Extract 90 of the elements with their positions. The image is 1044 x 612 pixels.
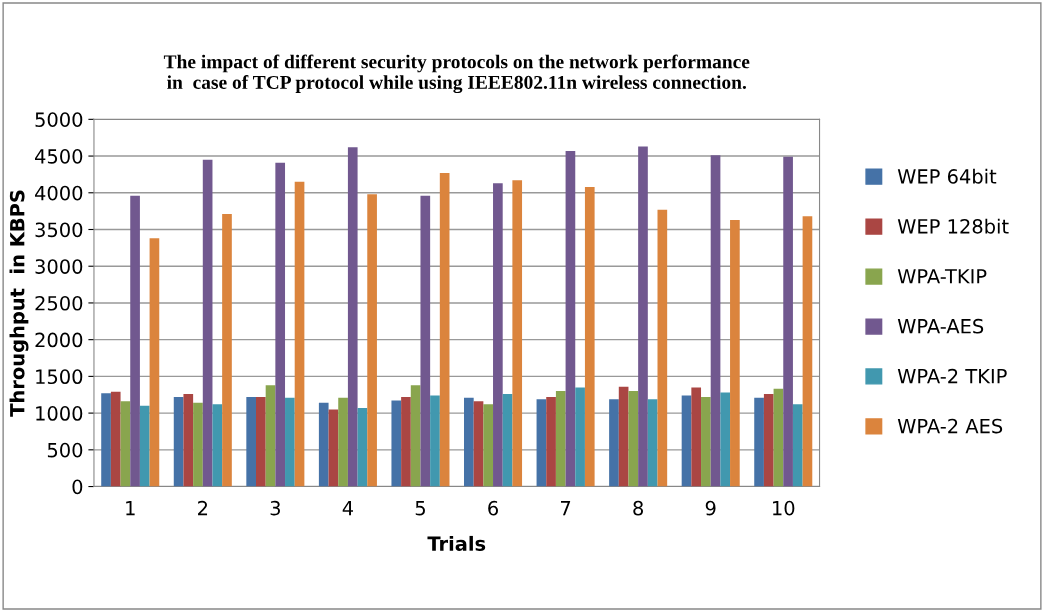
bar [691, 387, 702, 487]
chart-title: The impact of different security protocols on the network performance in case of TCP protocol while using IEEE802.11n wireless connection. [163, 54, 750, 94]
bar [183, 394, 194, 487]
bar [202, 159, 213, 487]
bar [464, 397, 474, 487]
bar [401, 396, 411, 487]
legend-label: WEP 64bit [897, 168, 997, 184]
bar [565, 150, 576, 487]
bar [512, 180, 523, 487]
x-tick-label: 8 [633, 500, 643, 516]
bar [555, 391, 566, 487]
bar [638, 146, 648, 487]
legend-label: WEP 128bit [897, 218, 1009, 234]
bar [294, 181, 305, 487]
bar [130, 195, 140, 487]
bar [657, 209, 668, 487]
legend-label: WPA-AES [897, 318, 984, 334]
bar [110, 391, 121, 487]
y-tick-label: 2000 [35, 332, 83, 348]
bar [584, 186, 595, 487]
y-tick-label: 500 [47, 442, 83, 458]
bar [783, 156, 793, 487]
bar [139, 405, 150, 487]
x-tick-label: 3 [270, 500, 280, 516]
bar [720, 392, 731, 487]
y-axis-title: Throughput in KBPS [9, 190, 29, 417]
bar [430, 395, 440, 487]
bar [265, 385, 276, 487]
bar [357, 407, 368, 487]
bar [473, 401, 484, 487]
x-axis-title: Trials [427, 535, 486, 551]
bar [173, 396, 184, 487]
x-tick-label: 6 [488, 500, 498, 516]
bar [275, 162, 286, 487]
bar [802, 216, 813, 487]
bar [212, 404, 223, 487]
bar [149, 238, 160, 487]
bar [730, 219, 740, 487]
bar [628, 391, 639, 487]
bar [792, 404, 803, 487]
bar [773, 388, 784, 487]
bar [647, 399, 658, 487]
bar [193, 402, 203, 487]
bar [710, 155, 721, 487]
bar [367, 194, 377, 487]
x-tick-label: 9 [705, 500, 716, 516]
bar [681, 395, 692, 487]
bar [763, 394, 774, 487]
y-tick-label: 4000 [35, 185, 83, 201]
bar [347, 147, 358, 487]
y-tick-label: 1000 [36, 406, 83, 421]
bar [618, 386, 629, 487]
bar [338, 397, 348, 487]
legend-label: WPA-2 AES [897, 418, 1003, 434]
x-tick-label: 1 [126, 501, 135, 516]
y-tick-label: 2500 [35, 295, 83, 311]
x-tick-label: 7 [561, 501, 571, 516]
bar [391, 400, 402, 487]
bar [101, 393, 111, 487]
bar [328, 409, 339, 487]
y-tick-label: 5000 [35, 112, 83, 127]
bar [256, 396, 266, 487]
bar [246, 396, 257, 487]
bar [483, 404, 494, 487]
y-tick-label: 3000 [35, 259, 83, 274]
x-tick-label: 5 [415, 501, 425, 516]
x-tick-label: 10 [773, 500, 795, 516]
bar [609, 399, 619, 487]
bar [420, 195, 431, 487]
bar [754, 397, 764, 487]
bar [575, 387, 585, 487]
legend-label: WPA-TKIP [897, 269, 987, 284]
y-tick-label: 1500 [36, 369, 83, 385]
x-tick-label: 4 [342, 501, 354, 516]
y-tick-label: 3500 [35, 222, 83, 238]
bar [222, 214, 232, 487]
bar [439, 172, 450, 487]
bar [285, 397, 295, 487]
x-tick-label: 2 [198, 500, 208, 516]
legend-label: WPA-2 TKIP [897, 368, 1007, 384]
bar [120, 401, 131, 487]
bar [546, 396, 556, 487]
y-tick-label: 0 [72, 479, 83, 495]
bar [701, 396, 711, 487]
bar [410, 385, 421, 487]
y-tick-label: 4500 [35, 149, 83, 164]
bar [502, 394, 513, 487]
bar [318, 402, 329, 487]
bar [493, 183, 503, 487]
bar [536, 399, 547, 487]
